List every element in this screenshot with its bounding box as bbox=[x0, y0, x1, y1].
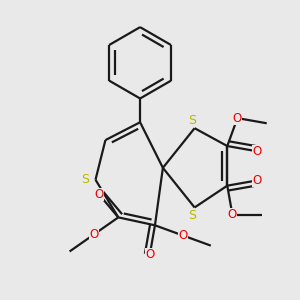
Text: O: O bbox=[233, 112, 242, 124]
Text: S: S bbox=[189, 114, 196, 127]
Text: O: O bbox=[178, 229, 188, 242]
Text: O: O bbox=[252, 145, 261, 158]
Text: S: S bbox=[189, 209, 196, 222]
Text: O: O bbox=[89, 228, 99, 241]
Text: O: O bbox=[94, 188, 104, 201]
Text: O: O bbox=[228, 208, 237, 221]
Text: O: O bbox=[145, 248, 154, 261]
Text: S: S bbox=[82, 173, 90, 186]
Text: O: O bbox=[252, 174, 261, 187]
